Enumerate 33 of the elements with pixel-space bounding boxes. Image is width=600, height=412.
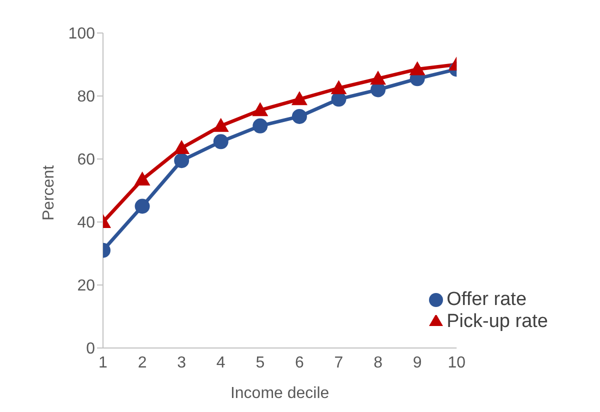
point [291,91,308,106]
x-tick-label: 2 [138,354,147,372]
x-tick-label: 1 [98,354,108,372]
point [174,140,190,154]
x-tick-label: 8 [374,354,383,372]
y-tick-label: 20 [77,278,96,295]
point [252,102,268,116]
x-tick-label: 10 [448,354,466,372]
point [330,80,347,94]
y-tick-label: 100 [68,26,96,43]
y-tick-label: 60 [77,152,96,169]
x-tick-label: 7 [334,354,344,372]
point [292,108,307,124]
x-tick-label: 5 [256,354,265,372]
point [174,153,190,168]
y-tick-label: 80 [77,88,96,106]
point [212,118,229,132]
x-tick-label: 9 [412,354,422,372]
x-tick-label: 4 [216,354,226,372]
y-tick-label: 40 [77,214,96,232]
point [213,134,228,150]
x-axis-title: Income decile [230,385,330,402]
y-tick-label: 0 [86,340,96,358]
point [252,118,268,134]
x-tick-label: 6 [295,354,304,372]
y-axis-title: Percent [40,164,58,220]
point [409,61,426,76]
legend-label: Offer rate [446,289,527,310]
point [134,198,150,214]
point [370,70,386,85]
point [134,171,150,186]
x-tick-label: 3 [177,354,186,372]
legend-label: Pick-up rate [446,311,548,332]
